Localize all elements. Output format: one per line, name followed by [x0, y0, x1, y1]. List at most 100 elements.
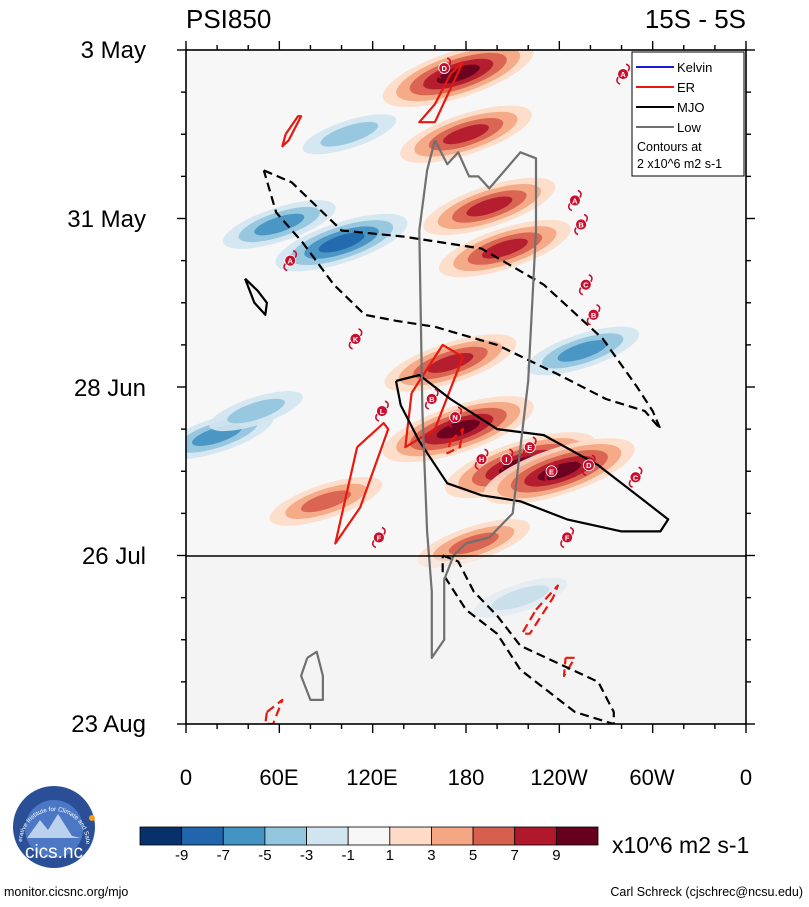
storm-marker: B [574, 213, 589, 236]
contour-er [404, 343, 464, 449]
storm-marker-arm [457, 406, 463, 415]
contour-er [334, 422, 390, 545]
colorbar-swatch [306, 826, 349, 846]
legend-note-interval: 2 x10^6 m2 s-1 [637, 157, 722, 171]
storm-marker-circle [284, 254, 297, 267]
cics-logo-mountains [27, 814, 81, 838]
anomaly-blob [300, 490, 352, 513]
storm-marker-arm [596, 304, 601, 313]
anomaly-blob [466, 196, 513, 217]
y-tick-label: 3 May [81, 37, 146, 64]
legend-label-mjo: MJO [677, 100, 704, 115]
colorbar-swatch [431, 826, 474, 846]
colorbar-swatch [139, 826, 183, 846]
storm-marker: D [581, 454, 596, 476]
storm-marker: H [474, 448, 489, 470]
x-tick-label: 120W [530, 765, 588, 790]
storm-marker-arm [434, 388, 439, 397]
contour-er [264, 698, 284, 724]
colorbar-units: x10^6 m2 s-1 [612, 832, 749, 858]
y-tick-label: 28 Jun [74, 375, 146, 402]
storm-marker-circle [349, 332, 362, 345]
colorbar-tick-label: -1 [342, 847, 355, 864]
x-tick-label: 0 [180, 765, 192, 790]
storm-marker-label: E [549, 467, 554, 476]
storm-marker-arm [424, 401, 430, 410]
storm-marker-label: I [505, 455, 507, 464]
contour-er [418, 60, 464, 124]
contour-er [520, 584, 559, 635]
anomaly-blob [443, 124, 489, 145]
storm-marker-circle [579, 278, 592, 291]
storm-marker-circle [582, 459, 595, 472]
storm-marker-circle [629, 471, 642, 484]
colorbar-tick-label: 5 [469, 847, 477, 864]
storm-marker: A [283, 249, 298, 272]
storm-marker-label: B [429, 395, 435, 404]
colorbar-swatch [389, 826, 432, 846]
contour-mjo [262, 169, 662, 431]
storm-marker-label: F [377, 533, 382, 542]
chart-title-left: PSI850 [186, 4, 271, 34]
colorbar: -9 -7 -5 -3 -1 1 3 5 7 9 [139, 826, 599, 864]
storm-marker-arm [384, 400, 389, 409]
storm-marker-label: B [591, 311, 597, 320]
storm-marker-arm [499, 461, 504, 470]
storm-marker-arm [484, 448, 489, 457]
storm-marker-arm [628, 479, 633, 489]
chart-title-right: 15S - 5S [645, 4, 746, 34]
storm-marker-arm [581, 467, 587, 476]
colorbar-tick-label: -3 [300, 847, 313, 864]
storm-marker-label: B [578, 221, 584, 230]
storm-marker: B [586, 304, 601, 326]
storm-marker-circle [425, 393, 438, 405]
storm-marker-label: A [620, 70, 626, 79]
colorbar-tick-label: 1 [386, 847, 394, 864]
cics-logo-wordmark: cics.nc [25, 842, 83, 863]
storm-marker: F [371, 526, 386, 549]
storm-marker-label: C [633, 473, 639, 482]
storm-marker: L [375, 400, 389, 422]
colorbar-tick-label: 3 [427, 847, 435, 864]
colorbar-swatch [472, 826, 516, 846]
contour-mjo [394, 373, 670, 533]
x-tick-label: 0 [740, 765, 752, 790]
storm-marker-arm [371, 540, 377, 549]
storm-marker-arm [578, 287, 584, 296]
storm-marker-arm [554, 460, 559, 469]
storm-marker-circle [372, 531, 385, 544]
storm-marker: B [424, 388, 439, 410]
x-tick-label: 180 [448, 765, 485, 790]
x-tick-label: 60W [629, 765, 674, 790]
storm-marker-label: N [452, 413, 457, 422]
storm-marker-circle [500, 453, 513, 466]
contour-layer [244, 60, 670, 724]
storm-marker: K [348, 328, 363, 350]
storm-marker-label: L [380, 407, 385, 416]
contour-er [281, 115, 303, 148]
storm-marker: D [437, 57, 452, 79]
anomaly-blob [436, 419, 480, 439]
colorbar-tick-label: -5 [258, 847, 271, 864]
storm-marker-label: A [288, 257, 294, 266]
storm-marker-label: F [565, 533, 570, 542]
contour-er [446, 428, 464, 455]
x-tick-label: 60E [259, 765, 298, 790]
storm-marker: N [448, 406, 463, 428]
anomaly-blob [227, 398, 285, 424]
storm-marker-arm [567, 203, 573, 212]
colorbar-tick-label: 7 [511, 847, 519, 864]
anomaly-blob [254, 213, 305, 236]
y-tick-label: 26 Jul [82, 543, 146, 570]
storm-marker-label: A [572, 196, 578, 205]
legend-label-low: Low [677, 120, 701, 135]
storm-marker-arm [446, 57, 452, 66]
colorbar-swatch [222, 826, 266, 846]
storm-marker-arm [574, 227, 579, 236]
storm-marker-circle [376, 405, 388, 417]
storm-marker-circle [475, 453, 488, 466]
storm-marker-arm [474, 461, 479, 470]
anomaly-blob [318, 232, 365, 253]
storm-marker-circle [575, 218, 588, 231]
colorbar-swatch [181, 826, 224, 846]
